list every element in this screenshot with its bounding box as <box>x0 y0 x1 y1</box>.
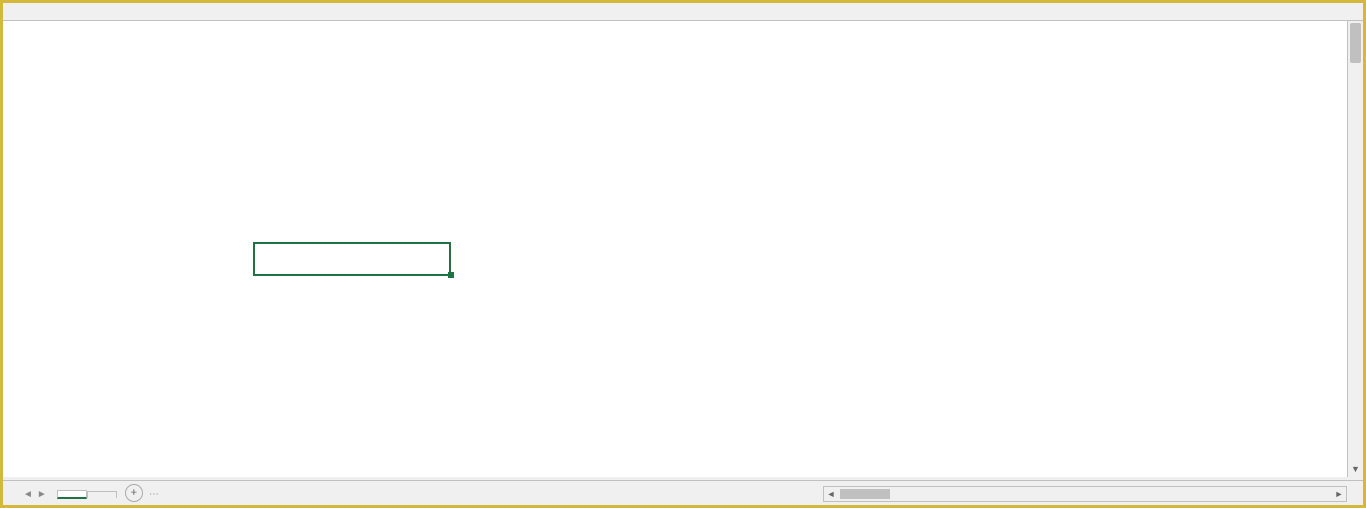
vscroll-thumb[interactable] <box>1350 23 1361 63</box>
sheet-tab-bar: ◄ ► + ⋯ ◄ ► <box>3 480 1363 505</box>
tab-next-icon[interactable]: ► <box>37 487 47 500</box>
spreadsheet-frame: ▼ ◄ ► + ⋯ ◄ ► <box>0 0 1366 508</box>
hscroll-thumb[interactable] <box>840 489 890 499</box>
fill-handle[interactable] <box>448 272 454 278</box>
horizontal-scrollbar[interactable]: ◄ ► <box>823 486 1347 502</box>
tab-prev-icon[interactable]: ◄ <box>23 487 33 500</box>
cell-selection-indicator <box>253 242 451 276</box>
grid-area <box>3 21 1347 477</box>
sheet-tab-active[interactable] <box>57 490 87 499</box>
add-sheet-icon[interactable]: + <box>125 484 143 502</box>
vertical-scrollbar[interactable]: ▼ <box>1347 21 1363 477</box>
column-headers <box>3 3 1363 21</box>
tab-overflow-icon: ⋯ <box>149 487 159 500</box>
hscroll-right-icon[interactable]: ► <box>1332 489 1346 500</box>
hscroll-left-icon[interactable]: ◄ <box>824 489 838 500</box>
hscroll-track[interactable] <box>838 487 1332 501</box>
sheet-tab-lists[interactable] <box>87 491 117 498</box>
vscroll-down-icon[interactable]: ▼ <box>1348 464 1363 475</box>
tab-nav-icons[interactable]: ◄ ► <box>23 487 47 500</box>
